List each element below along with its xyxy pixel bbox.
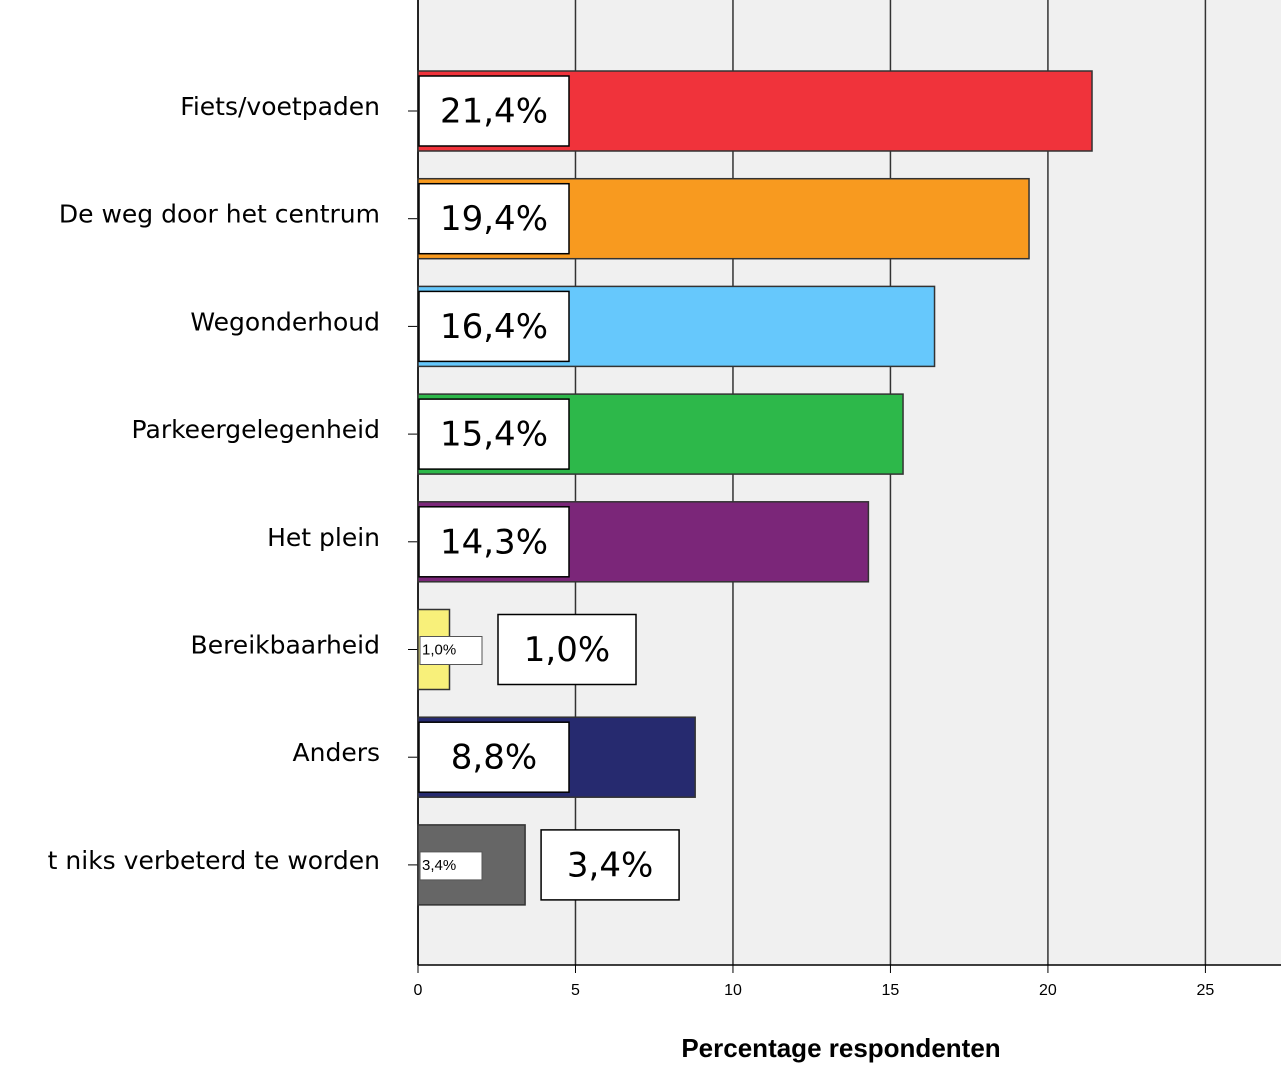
value-label: 14,3%: [440, 522, 548, 562]
value-label: 8,8%: [451, 738, 537, 778]
x-axis-title: Percentage respondenten: [681, 1033, 1000, 1063]
value-label-small: 1,0%: [422, 641, 456, 658]
value-label: 15,4%: [440, 415, 548, 455]
value-label: 16,4%: [440, 307, 548, 347]
y-tick-label: De weg door het centrum: [59, 200, 380, 229]
y-tick-label: Parkeergelegenheid: [132, 415, 380, 444]
x-tick-label: 5: [571, 982, 580, 999]
label-box: [418, 182, 570, 255]
value-label: 3,4%: [567, 845, 653, 885]
plot-background: [418, 0, 1281, 965]
x-tick-label: 15: [882, 982, 900, 999]
y-tick-label: Wegonderhoud: [190, 307, 380, 336]
y-tick-label: Bereikbaarheid: [191, 631, 380, 660]
y-tick-label: t niks verbeterd te worden: [48, 846, 380, 875]
value-label: 1,0%: [524, 630, 610, 670]
value-label-small: 3,4%: [422, 857, 456, 874]
label-box: [540, 829, 680, 901]
x-tick-label: 25: [1197, 982, 1215, 999]
x-tick-label: 20: [1039, 982, 1057, 999]
label-box-small: [419, 636, 483, 665]
y-tick-label: Anders: [293, 738, 381, 767]
label-box: [418, 398, 570, 470]
label-box: [497, 613, 637, 686]
x-tick-label: 0: [414, 982, 423, 999]
value-label: 19,4%: [440, 199, 548, 239]
value-label: 21,4%: [440, 92, 548, 132]
label-box: [418, 721, 570, 793]
y-tick-label: Het plein: [267, 523, 380, 552]
label-box: [418, 290, 570, 363]
y-tick-label: Fiets/voetpaden: [180, 92, 380, 121]
label-box-small: [419, 851, 483, 881]
label-box: [418, 75, 570, 147]
x-tick-label: 10: [724, 982, 742, 999]
label-box: [418, 506, 570, 578]
